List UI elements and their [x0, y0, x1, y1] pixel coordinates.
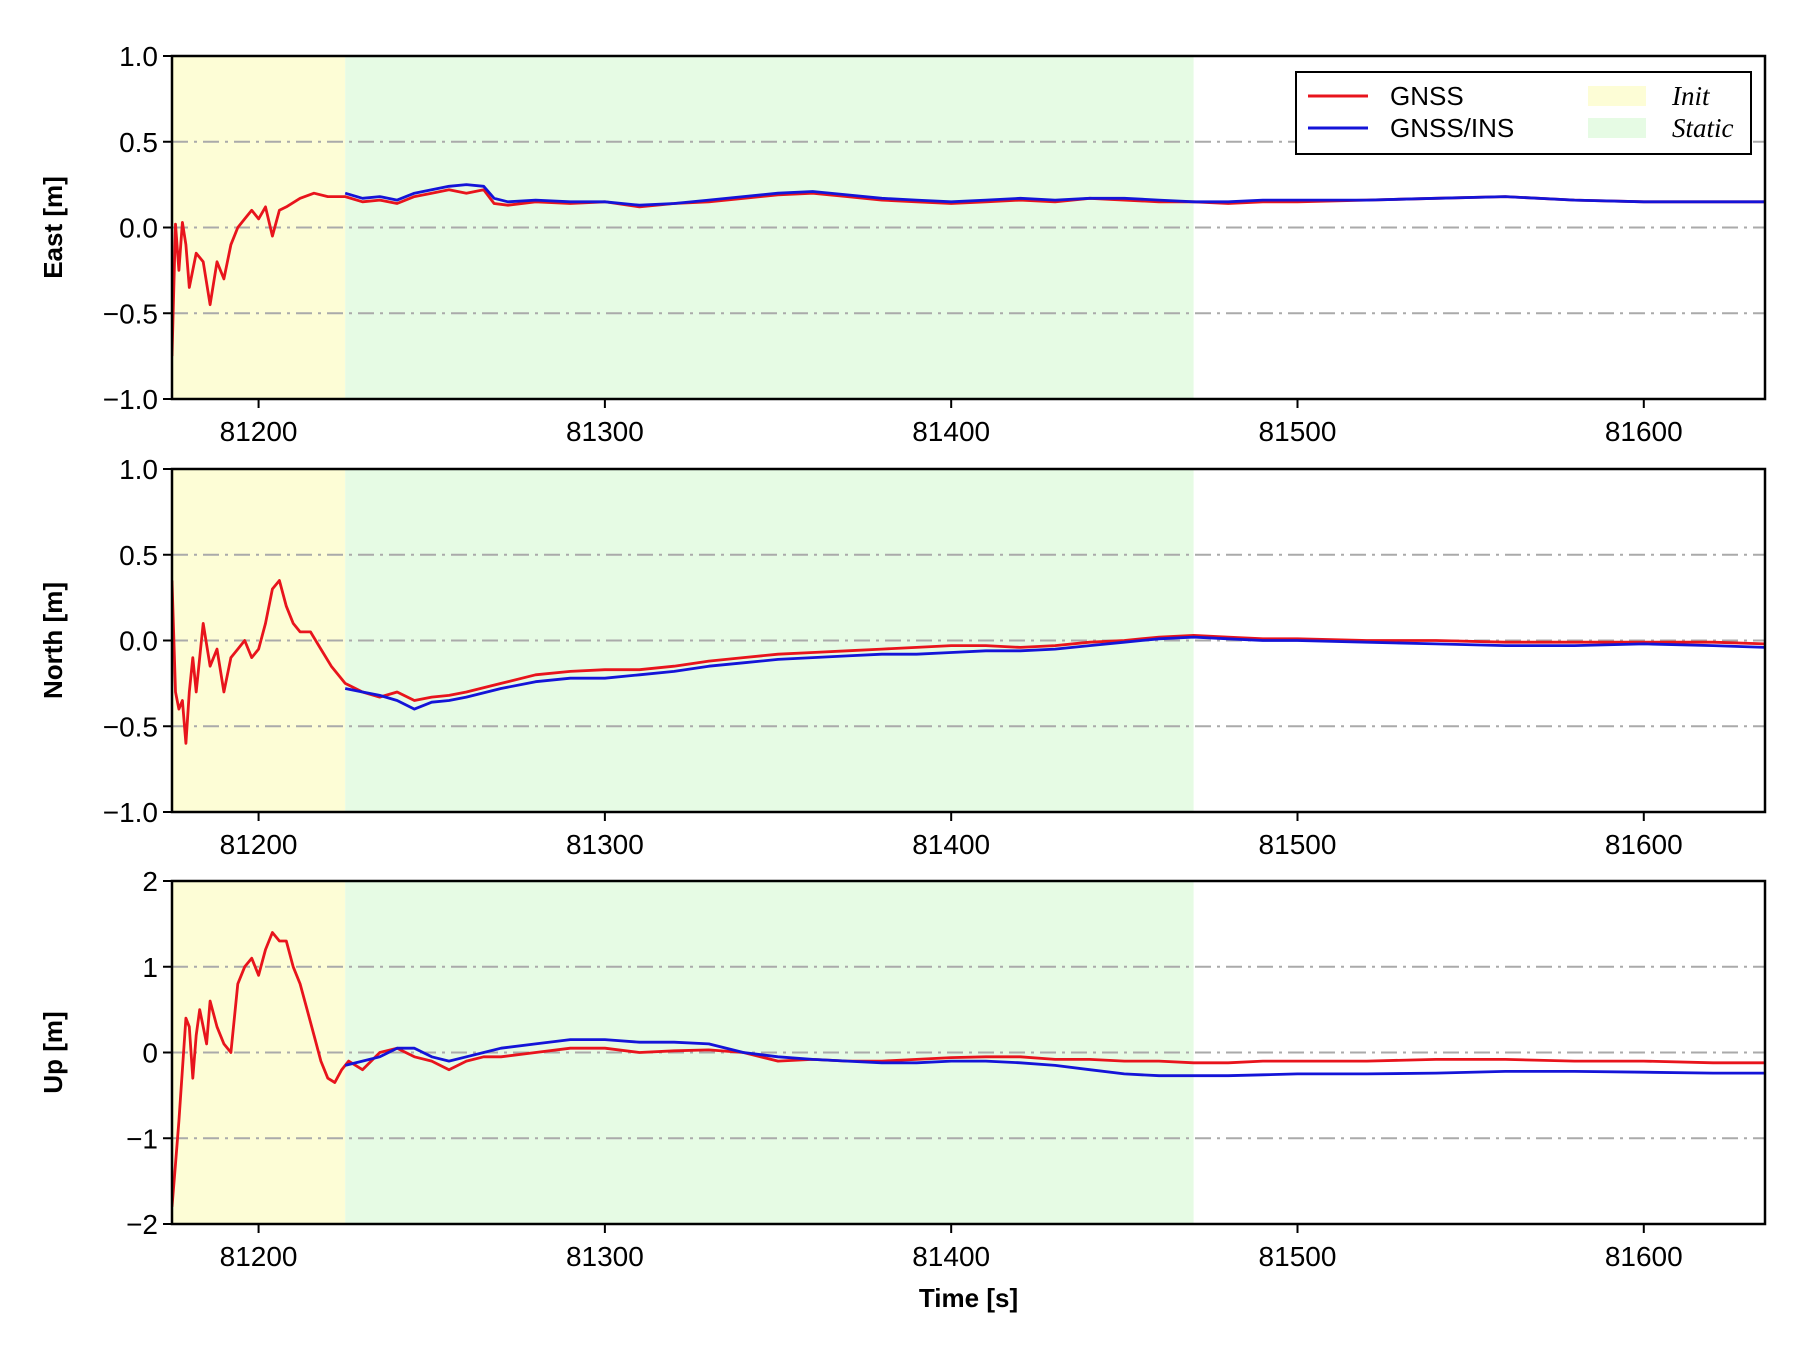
y-tick-label: −0.5: [103, 711, 158, 742]
panel-1: −1.0 −0.5 0.0 0.5 1.0 81200 81300 81400 81500 816…: [38, 41, 1767, 447]
series-group: [172, 931, 1765, 1207]
y-tick-label: 0.5: [119, 540, 158, 571]
x-tick-label: 81200: [220, 416, 298, 447]
legend-label: GNSS: [1390, 81, 1464, 111]
x-tick-label: 81300: [566, 829, 644, 860]
x-tick-label: 81300: [566, 416, 644, 447]
x-tick-label: 81500: [1259, 416, 1337, 447]
x-tick-label: 81300: [566, 1241, 644, 1272]
x-tick-label: 81600: [1605, 416, 1683, 447]
y-tick-label: 0.0: [119, 213, 158, 244]
y-axis-label: North [m]: [38, 582, 68, 699]
series-line-gnss-ins: [344, 635, 1765, 711]
x-tick-label: 81200: [220, 829, 298, 860]
panel-3: −2 −1 0 1 2 81200 81300 81400 81500 81600 Up [m]: [38, 866, 1767, 1272]
x-tick-label: 81500: [1259, 829, 1337, 860]
legend-label: Init: [1671, 81, 1711, 111]
y-tick-label: 1: [142, 952, 158, 983]
x-tick-label: 81600: [1605, 829, 1683, 860]
series-line-gnss: [172, 931, 1765, 1207]
series-group: [172, 579, 1765, 745]
y-tick-label: −2: [126, 1209, 158, 1240]
series-line-gnss: [172, 579, 1765, 745]
legend-swatch-region: [1588, 86, 1646, 106]
x-tick-label: 81400: [912, 829, 990, 860]
y-tick-label: 2: [142, 866, 158, 897]
y-tick-label: −1.0: [103, 797, 158, 828]
y-tick-label: −0.5: [103, 298, 158, 329]
legend-box: [1295, 71, 1752, 155]
legend-label: GNSS/INS: [1390, 113, 1514, 143]
y-axis-label: East [m]: [38, 176, 68, 279]
x-tick-label: 81200: [220, 1241, 298, 1272]
x-tick-label: 81500: [1259, 1241, 1337, 1272]
series-group: [172, 183, 1765, 357]
x-tick-label: 81400: [912, 416, 990, 447]
y-tick-label: 0: [142, 1038, 158, 1069]
y-tick-label: −1: [126, 1123, 158, 1154]
x-tick-label: 81400: [912, 1241, 990, 1272]
y-tick-label: 1.0: [119, 41, 158, 72]
panel-2: −1.0 −0.5 0.0 0.5 1.0 81200 81300 81400 81500 816…: [38, 454, 1767, 860]
x-axis-label: Time [s]: [919, 1283, 1018, 1313]
legend-label: Static: [1672, 113, 1734, 143]
series-line-gnss-ins: [344, 183, 1765, 207]
y-tick-label: 0.5: [119, 127, 158, 158]
y-tick-label: 0.0: [119, 626, 158, 657]
x-tick-label: 81600: [1605, 1241, 1683, 1272]
y-axis-label: Up [m]: [38, 1011, 68, 1093]
y-tick-label: 1.0: [119, 454, 158, 485]
legend-swatch-region: [1588, 118, 1646, 138]
y-tick-label: −1.0: [103, 384, 158, 415]
series-line-gnss-ins: [344, 1038, 1765, 1078]
